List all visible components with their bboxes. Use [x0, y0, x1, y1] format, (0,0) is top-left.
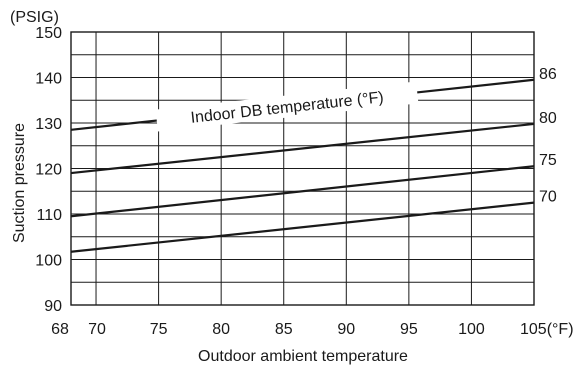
series-labels: 86 80 75 70 [539, 66, 557, 206]
plot-border [70, 31, 535, 306]
grid [71, 32, 534, 305]
y-axis-title: Suction pressure [11, 123, 28, 243]
plot-frame [70, 31, 535, 306]
y-tick-label-110: 110 [36, 207, 62, 224]
x-tick-label-85: 85 [275, 321, 293, 338]
series-label-86: 86 [539, 66, 557, 83]
series-label-75: 75 [539, 152, 557, 169]
series-line-75 [70, 165, 535, 218]
x-tick-label-90: 90 [337, 321, 355, 338]
series-label-70: 70 [539, 189, 557, 206]
x-tick-label-68: 68 [51, 321, 69, 338]
indoor-db-annotation: Indoor DB temperature (°F) [190, 89, 385, 127]
series-line-80 [70, 122, 535, 175]
x-tick-label-80: 80 [212, 321, 230, 338]
y-tick-label-90: 90 [44, 298, 62, 315]
y-unit-label: (PSIG) [10, 9, 59, 26]
annotation-group: Indoor DB temperature (°F) [155, 81, 419, 132]
y-tick-label-100: 100 [35, 253, 62, 270]
series-lines [70, 78, 535, 253]
annotation-background [155, 81, 419, 132]
y-tick-label-130: 130 [35, 116, 62, 133]
x-tick-label-100: 100 [458, 321, 485, 338]
x-tick-label-95: 95 [400, 321, 418, 338]
y-tick-label-150: 150 [35, 25, 62, 42]
x-tick-label-105: 105(°F) [520, 321, 574, 338]
x-axis-title: Outdoor ambient temperature [198, 348, 408, 365]
tick-labels: 68 70 75 80 85 90 95 100 105(°F) 90 100 110 120 130 14… [35, 25, 573, 338]
y-tick-label-140: 140 [35, 71, 62, 88]
x-tick-label-75: 75 [150, 321, 168, 338]
y-tick-label-120: 120 [35, 162, 62, 179]
x-tick-label-70: 70 [88, 321, 106, 338]
series-label-80: 80 [539, 110, 557, 127]
series-line-70 [70, 201, 535, 253]
